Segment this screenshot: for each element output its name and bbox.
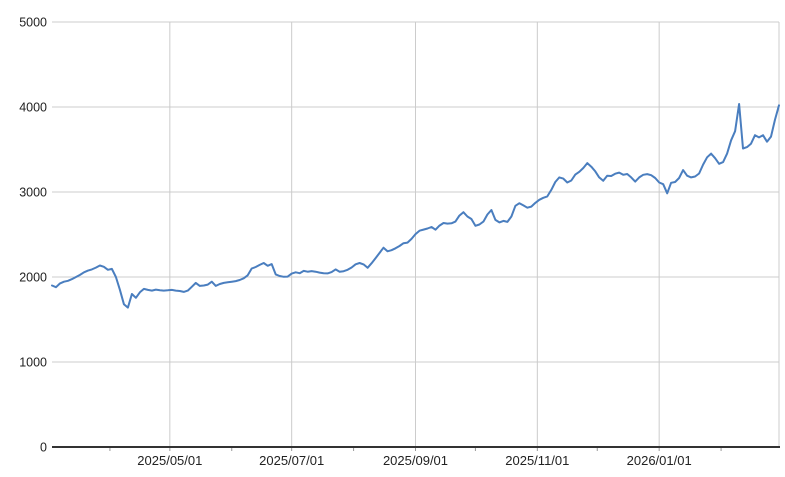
x-axis-tick-label: 2025/05/01 xyxy=(137,453,202,468)
y-axis-tick-label: 0 xyxy=(40,441,47,455)
y-axis-tick-label: 4000 xyxy=(19,101,47,115)
x-axis-tick-label: 2025/11/01 xyxy=(505,453,569,468)
y-axis-tick-label: 3000 xyxy=(19,186,47,200)
x-axis-tick-label: 2025/09/01 xyxy=(383,453,448,468)
y-axis-tick-label: 1000 xyxy=(19,356,47,370)
y-axis-tick-label: 2000 xyxy=(19,271,47,285)
x-axis-tick-label: 2025/07/01 xyxy=(259,453,324,468)
y-axis-tick-label: 5000 xyxy=(19,16,47,30)
x-axis-tick-label: 2026/01/01 xyxy=(627,453,692,468)
series-line-value xyxy=(51,103,780,309)
